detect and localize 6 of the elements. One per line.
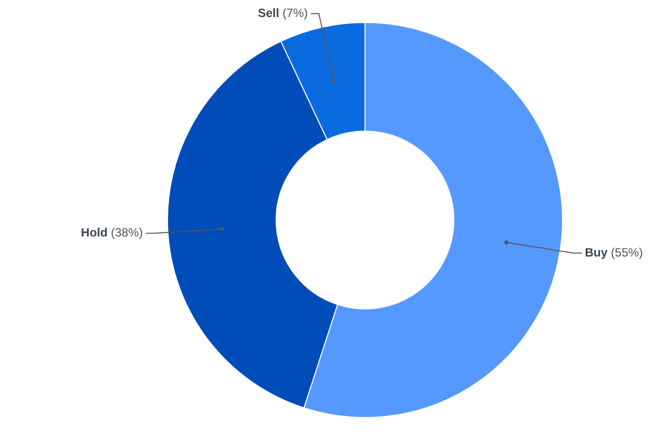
data-label: (38%): [110, 226, 143, 240]
slice-label: Buy: [584, 245, 608, 260]
slice-label: Sell: [258, 6, 280, 20]
data-label: (55%): [610, 245, 643, 260]
data-label: (7%): [282, 6, 308, 20]
slice-label: Hold: [80, 226, 108, 240]
